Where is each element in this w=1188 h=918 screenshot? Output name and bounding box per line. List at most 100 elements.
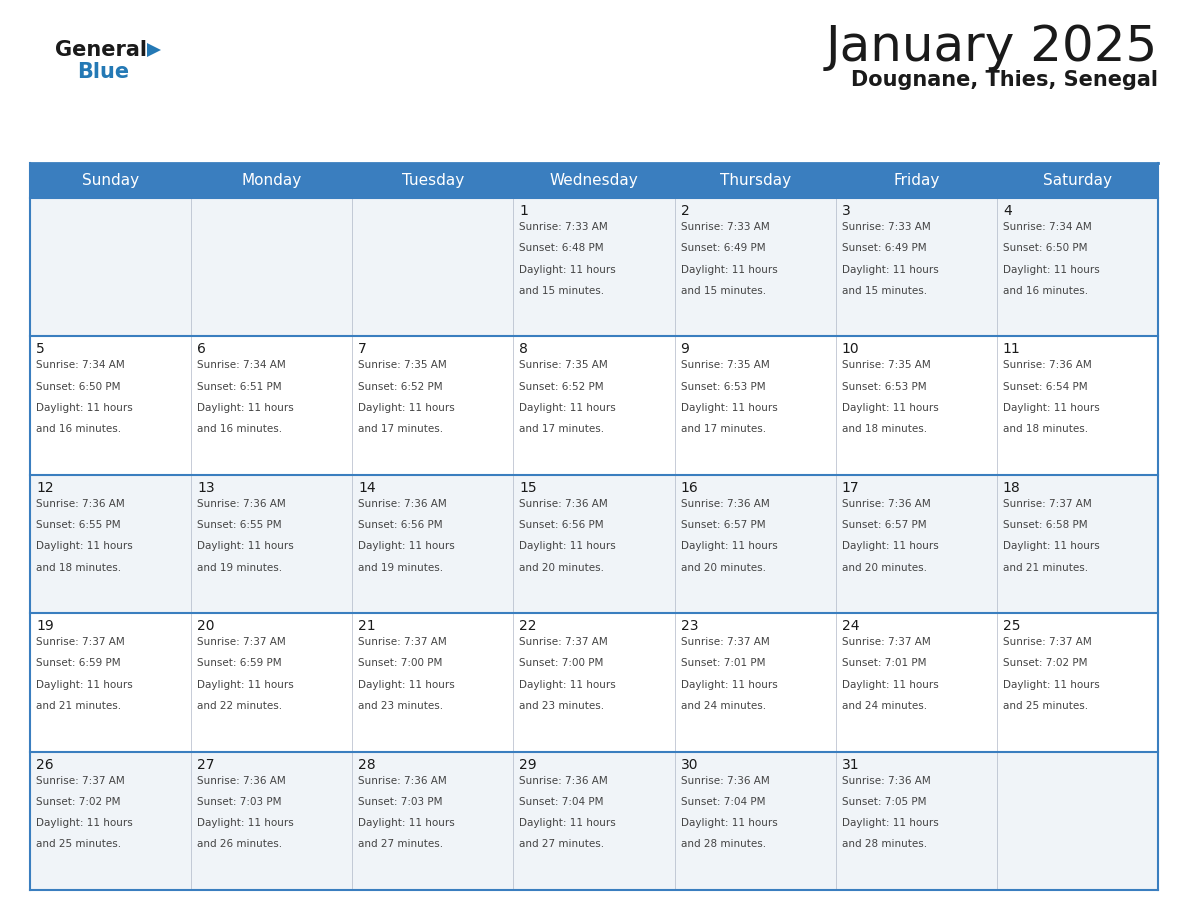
Text: Sunrise: 7:36 AM: Sunrise: 7:36 AM [681,498,770,509]
Text: Sunset: 6:57 PM: Sunset: 6:57 PM [842,521,927,530]
Text: and 20 minutes.: and 20 minutes. [519,563,605,573]
Text: Daylight: 11 hours: Daylight: 11 hours [1003,403,1100,413]
Text: 22: 22 [519,620,537,633]
Text: Sunrise: 7:36 AM: Sunrise: 7:36 AM [519,776,608,786]
Text: Sunset: 7:02 PM: Sunset: 7:02 PM [1003,658,1087,668]
Text: Daylight: 11 hours: Daylight: 11 hours [842,403,939,413]
Text: and 17 minutes.: and 17 minutes. [359,424,443,434]
Text: Sunset: 6:59 PM: Sunset: 6:59 PM [197,658,282,668]
Text: Sunrise: 7:37 AM: Sunrise: 7:37 AM [1003,498,1092,509]
Bar [191,198,353,336]
Text: 29: 29 [519,757,537,772]
Text: Sunset: 6:49 PM: Sunset: 6:49 PM [842,243,927,253]
Text: and 25 minutes.: and 25 minutes. [36,839,121,849]
Bar [675,475,835,613]
Bar [30,336,191,475]
Bar [513,198,675,336]
Polygon shape [147,43,162,57]
Text: and 21 minutes.: and 21 minutes. [36,701,121,711]
Text: and 22 minutes.: and 22 minutes. [197,701,283,711]
Bar [997,336,1158,475]
Text: Daylight: 11 hours: Daylight: 11 hours [359,818,455,828]
Text: and 21 minutes.: and 21 minutes. [1003,563,1088,573]
Text: 17: 17 [842,481,859,495]
Text: Daylight: 11 hours: Daylight: 11 hours [197,680,293,689]
Text: and 15 minutes.: and 15 minutes. [519,285,605,296]
Text: Sunrise: 7:36 AM: Sunrise: 7:36 AM [359,776,447,786]
Bar [513,752,675,890]
Bar [353,475,513,613]
Text: Sunset: 6:52 PM: Sunset: 6:52 PM [519,382,604,392]
Text: Daylight: 11 hours: Daylight: 11 hours [36,403,133,413]
Text: 6: 6 [197,342,206,356]
Text: Sunrise: 7:34 AM: Sunrise: 7:34 AM [36,361,125,370]
Text: Sunrise: 7:36 AM: Sunrise: 7:36 AM [36,498,125,509]
Text: and 15 minutes.: and 15 minutes. [681,285,766,296]
Text: 4: 4 [1003,204,1012,218]
Text: Wednesday: Wednesday [550,173,638,188]
Text: Sunset: 6:50 PM: Sunset: 6:50 PM [1003,243,1087,253]
Text: Daylight: 11 hours: Daylight: 11 hours [842,264,939,274]
Bar [675,752,835,890]
Text: 26: 26 [36,757,53,772]
Text: Sunset: 6:53 PM: Sunset: 6:53 PM [681,382,765,392]
Text: Sunrise: 7:36 AM: Sunrise: 7:36 AM [519,498,608,509]
Bar [30,198,191,336]
Text: Daylight: 11 hours: Daylight: 11 hours [359,403,455,413]
Text: Sunrise: 7:35 AM: Sunrise: 7:35 AM [842,361,930,370]
Text: Monday: Monday [241,173,302,188]
Text: Sunset: 7:01 PM: Sunset: 7:01 PM [842,658,927,668]
Text: and 23 minutes.: and 23 minutes. [519,701,605,711]
Text: Sunset: 7:00 PM: Sunset: 7:00 PM [359,658,443,668]
Bar [513,613,675,752]
Text: Daylight: 11 hours: Daylight: 11 hours [36,542,133,552]
Text: 16: 16 [681,481,699,495]
Text: Daylight: 11 hours: Daylight: 11 hours [1003,264,1100,274]
Text: and 18 minutes.: and 18 minutes. [1003,424,1088,434]
Text: Tuesday: Tuesday [402,173,465,188]
Text: Sunrise: 7:37 AM: Sunrise: 7:37 AM [36,776,125,786]
Text: Daylight: 11 hours: Daylight: 11 hours [197,542,293,552]
Text: Sunrise: 7:36 AM: Sunrise: 7:36 AM [359,498,447,509]
Text: Sunrise: 7:37 AM: Sunrise: 7:37 AM [359,637,447,647]
Text: Sunset: 6:56 PM: Sunset: 6:56 PM [519,521,604,530]
Text: Sunrise: 7:37 AM: Sunrise: 7:37 AM [681,637,770,647]
Text: Sunrise: 7:37 AM: Sunrise: 7:37 AM [197,637,286,647]
Text: 23: 23 [681,620,699,633]
Text: and 19 minutes.: and 19 minutes. [359,563,443,573]
Text: Sunset: 7:03 PM: Sunset: 7:03 PM [197,797,282,807]
Text: and 26 minutes.: and 26 minutes. [197,839,283,849]
Text: Daylight: 11 hours: Daylight: 11 hours [842,542,939,552]
Bar [997,613,1158,752]
Bar [191,613,353,752]
Text: Sunrise: 7:33 AM: Sunrise: 7:33 AM [519,222,608,232]
Text: Daylight: 11 hours: Daylight: 11 hours [197,818,293,828]
Text: Sunset: 7:05 PM: Sunset: 7:05 PM [842,797,927,807]
Text: Sunset: 6:55 PM: Sunset: 6:55 PM [36,521,121,530]
Text: Sunrise: 7:36 AM: Sunrise: 7:36 AM [197,498,286,509]
Text: Daylight: 11 hours: Daylight: 11 hours [842,818,939,828]
Text: 14: 14 [359,481,375,495]
Text: Sunrise: 7:36 AM: Sunrise: 7:36 AM [197,776,286,786]
Text: and 27 minutes.: and 27 minutes. [519,839,605,849]
Text: and 17 minutes.: and 17 minutes. [519,424,605,434]
Bar [353,752,513,890]
Text: and 20 minutes.: and 20 minutes. [681,563,765,573]
Text: Sunrise: 7:36 AM: Sunrise: 7:36 AM [842,498,930,509]
Text: and 16 minutes.: and 16 minutes. [1003,285,1088,296]
Text: Sunrise: 7:35 AM: Sunrise: 7:35 AM [359,361,447,370]
Text: Sunset: 7:03 PM: Sunset: 7:03 PM [359,797,443,807]
Text: Daylight: 11 hours: Daylight: 11 hours [519,264,617,274]
Text: Sunrise: 7:35 AM: Sunrise: 7:35 AM [519,361,608,370]
Text: Sunset: 6:51 PM: Sunset: 6:51 PM [197,382,282,392]
Bar [513,475,675,613]
Text: 19: 19 [36,620,53,633]
Text: Sunset: 6:49 PM: Sunset: 6:49 PM [681,243,765,253]
Text: and 28 minutes.: and 28 minutes. [681,839,766,849]
Text: Daylight: 11 hours: Daylight: 11 hours [359,680,455,689]
Text: Sunrise: 7:36 AM: Sunrise: 7:36 AM [1003,361,1092,370]
Text: and 15 minutes.: and 15 minutes. [842,285,927,296]
Bar [353,613,513,752]
Text: Sunset: 7:04 PM: Sunset: 7:04 PM [681,797,765,807]
Text: and 23 minutes.: and 23 minutes. [359,701,443,711]
